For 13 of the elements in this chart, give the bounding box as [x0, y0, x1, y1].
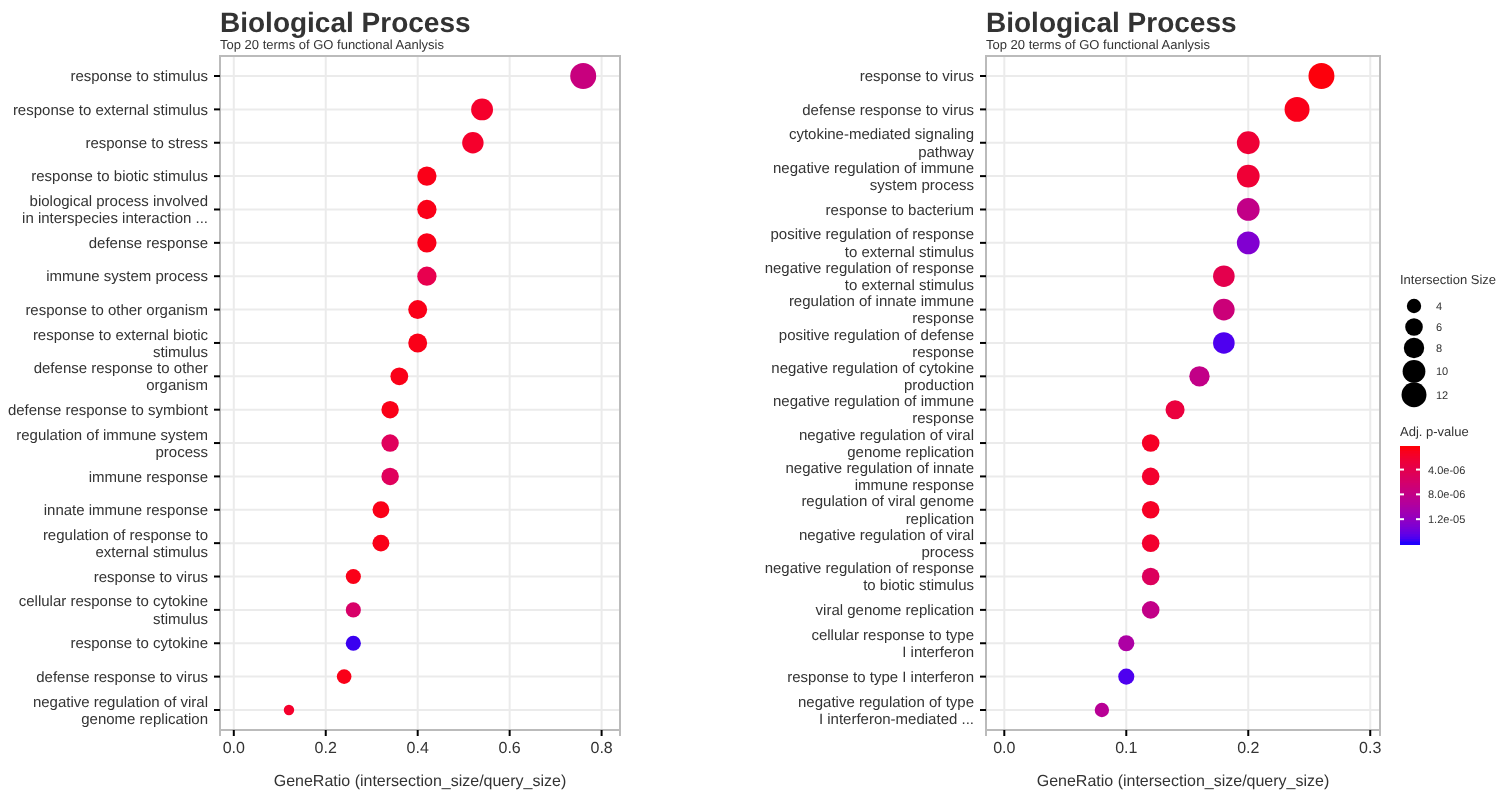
- x-tick-label: 0.2: [1237, 739, 1261, 758]
- x-axis-title: GeneRatio (intersection_size/query_size): [1036, 772, 1330, 790]
- x-tick-label: 0.1: [1115, 739, 1139, 758]
- x-tick-label: 0.6: [498, 739, 522, 758]
- chart-title: Biological Process: [220, 6, 471, 38]
- x-tick-label: 0.4: [406, 739, 430, 758]
- x-tick-label: 0.0: [222, 739, 247, 758]
- x-tick-label: 0.8: [590, 739, 614, 758]
- x-tick-label: 0.2: [314, 739, 338, 758]
- x-tick-label: 0.3: [1359, 739, 1383, 758]
- x-axis-title: GeneRatio (intersection_size/query_size): [273, 772, 567, 790]
- chart-title: Biological Process: [986, 6, 1237, 38]
- x-tick-label: 0.0: [993, 739, 1017, 758]
